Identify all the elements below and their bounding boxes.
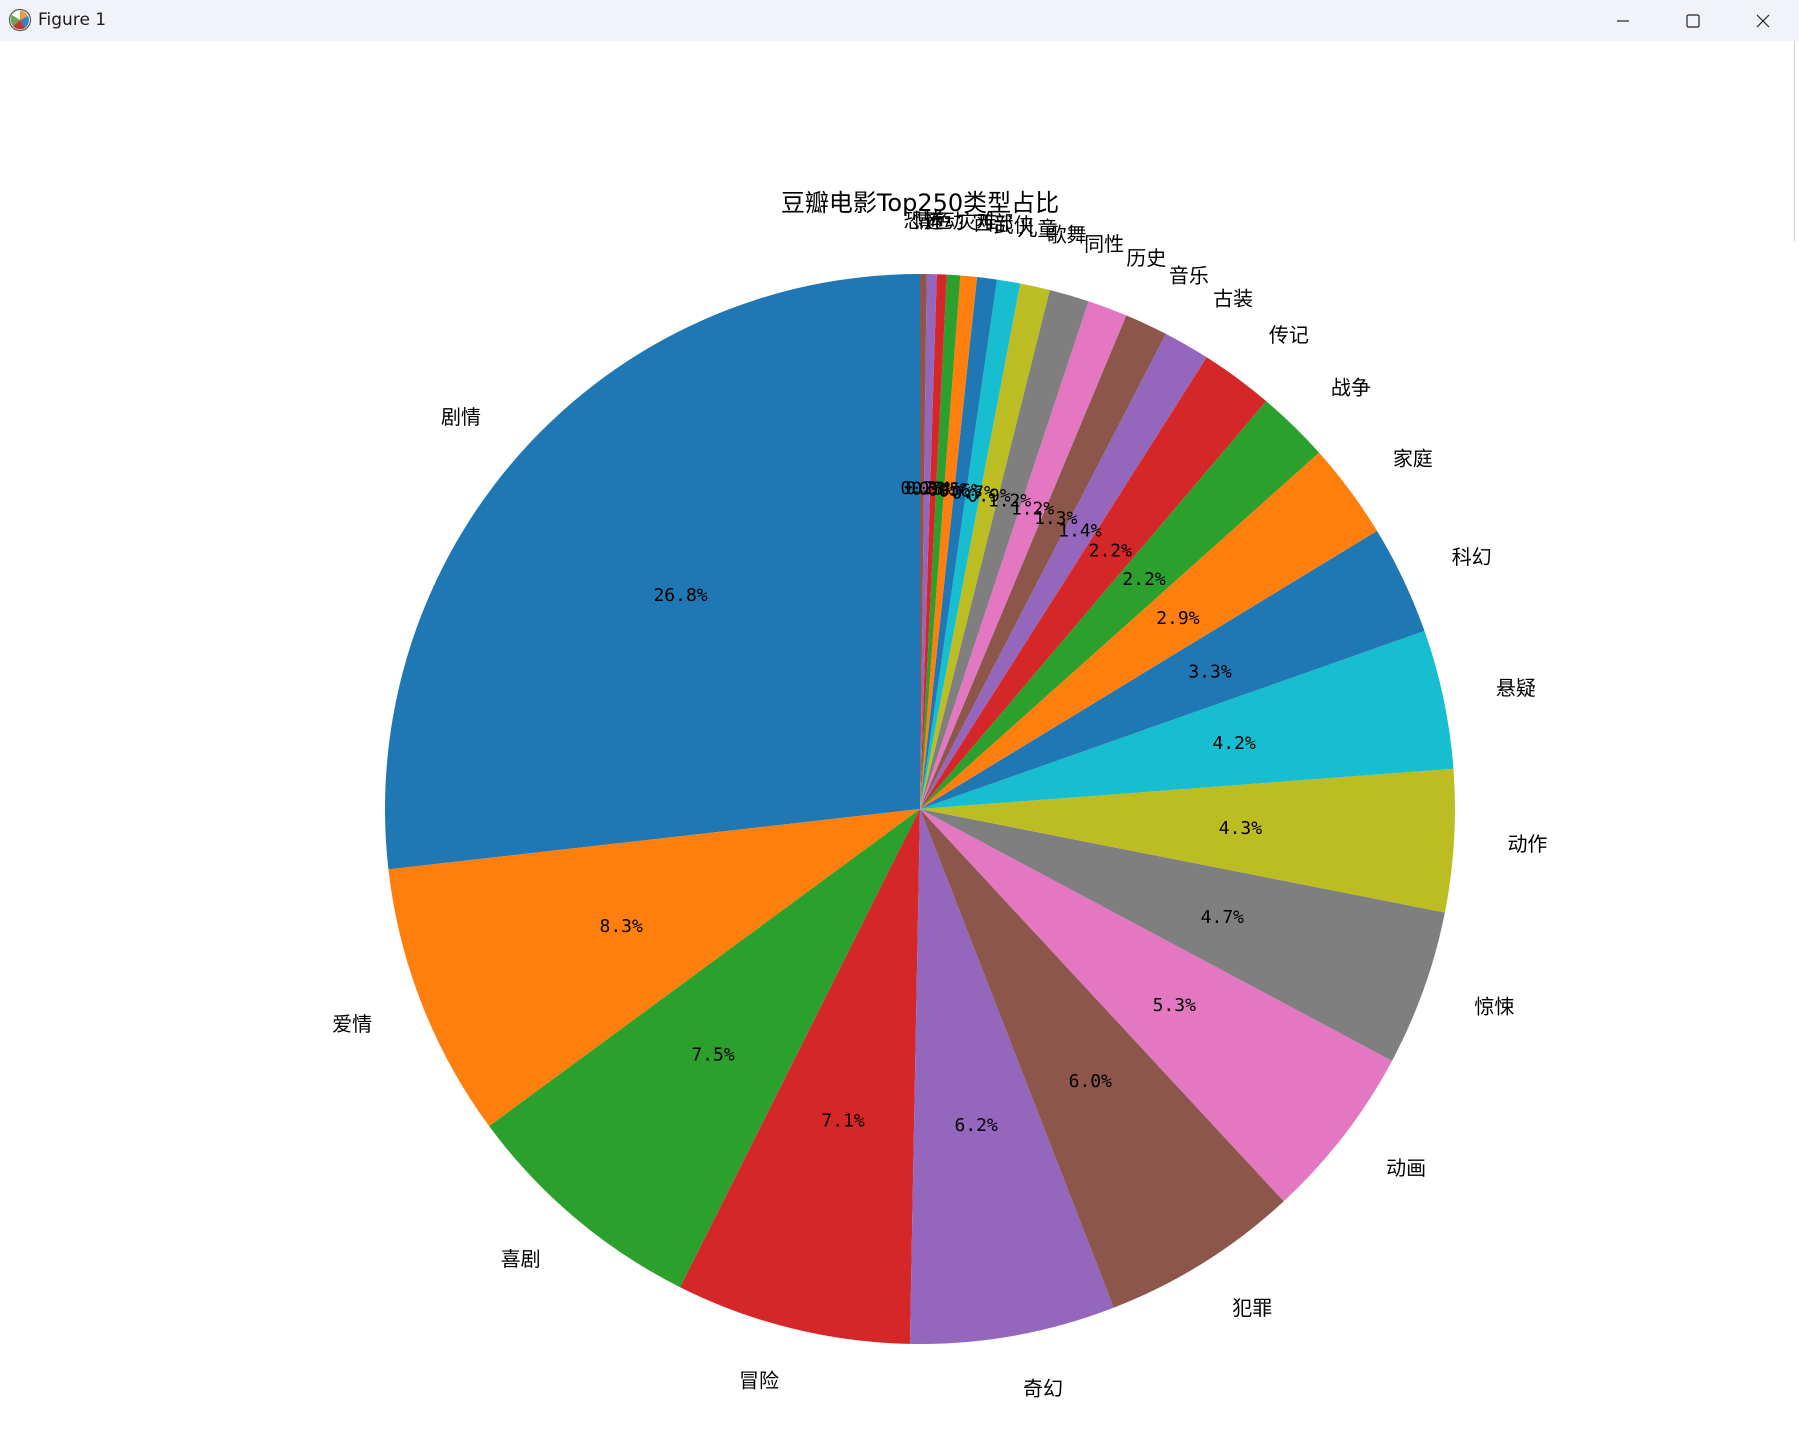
- pie-slice-8: [920, 809, 1445, 1061]
- pie-chart: 26.8% 8.3% 7.5% 7.1% 6.2% 6.0% 5.3% 4.7% 4.3% 4.2…: [332, 189, 1547, 1401]
- category-label-26: 恐怖: [904, 209, 944, 233]
- pct-label-11: 3.3%: [1188, 661, 1232, 682]
- category-label-5: 奇幻: [1023, 1376, 1063, 1400]
- pie-slice-16: [920, 315, 1166, 809]
- pct-label-21: 0.6%: [939, 481, 983, 502]
- matplotlib-icon: [8, 8, 32, 32]
- category-label-10: 悬疑: [1496, 676, 1536, 700]
- pct-label-20: 0.7%: [952, 482, 996, 503]
- pie-slice-12: [920, 452, 1378, 809]
- minimize-icon: [1617, 19, 1629, 22]
- pie-slice-21: [920, 277, 998, 809]
- category-label-14: 传记: [1269, 323, 1309, 347]
- pie-slice-6: [920, 809, 1284, 1308]
- category-label-9: 动作: [1507, 832, 1547, 856]
- pct-label-13: 2.2%: [1122, 569, 1166, 590]
- close-button[interactable]: [1728, 0, 1798, 41]
- pie-slice-26: [920, 274, 927, 809]
- pct-label-26: 0.2%: [900, 478, 944, 499]
- category-label-15: 古装: [1213, 287, 1253, 311]
- pct-label-15: 1.4%: [1058, 521, 1102, 542]
- minimize-button[interactable]: [1588, 0, 1658, 41]
- pct-label-8: 4.7%: [1201, 907, 1245, 928]
- pct-label-25: 0.3%: [905, 478, 949, 499]
- pct-label-4: 7.1%: [821, 1111, 865, 1132]
- pie-slice-9: [920, 768, 1455, 913]
- pie-slice-5: [909, 809, 1114, 1344]
- category-label-16: 音乐: [1169, 264, 1209, 288]
- category-label-24: 运动: [924, 209, 964, 233]
- pct-label-19: 0.9%: [967, 486, 1011, 507]
- pie-slice-4: [680, 809, 920, 1344]
- pie-slice-22: [920, 275, 978, 809]
- pie-slice-13: [920, 401, 1320, 809]
- pie-slices: [384, 274, 1455, 1344]
- pie-slice-20: [920, 279, 1021, 809]
- category-label-8: 惊悚: [1474, 995, 1514, 1019]
- pie-slice-18: [920, 289, 1089, 809]
- pie-slice-23: [920, 274, 961, 809]
- category-label-20: 儿童: [1018, 217, 1058, 241]
- category-label-25: 情色: [913, 209, 953, 233]
- category-label-1: 剧情: [441, 405, 481, 429]
- category-label-6: 犯罪: [1232, 1296, 1272, 1320]
- pie-slice-15: [920, 333, 1207, 809]
- pct-label-7: 5.3%: [1153, 995, 1197, 1016]
- pct-label-12: 2.9%: [1156, 608, 1200, 629]
- pct-label-24: 0.3%: [911, 478, 955, 499]
- window-edge: [1794, 41, 1795, 241]
- pie-slice-3: [489, 809, 920, 1288]
- category-label-3: 喜剧: [501, 1247, 541, 1271]
- pie-slice-17: [920, 301, 1127, 809]
- category-label-7: 动画: [1386, 1156, 1426, 1180]
- pie-slice-14: [920, 357, 1267, 809]
- category-label-2: 爱情: [332, 1012, 372, 1036]
- pct-label-23: 0.4%: [918, 479, 962, 500]
- pie-slice-25: [920, 274, 937, 809]
- category-label-19: 歌舞: [1047, 222, 1087, 246]
- pct-label-17: 1.2%: [1011, 498, 1055, 519]
- close-icon: [1756, 14, 1770, 27]
- category-label-11: 科幻: [1452, 545, 1492, 569]
- category-label-12: 家庭: [1393, 447, 1433, 471]
- category-label-18: 同性: [1084, 232, 1124, 256]
- pct-label-5: 6.2%: [955, 1115, 999, 1136]
- category-label-21: 武侠: [994, 213, 1034, 237]
- window-title: Figure 1: [38, 10, 107, 30]
- category-label-23: 灾难: [957, 210, 997, 234]
- window-titlebar: Figure 1: [0, 0, 1799, 41]
- pct-label-16: 1.3%: [1034, 508, 1078, 529]
- pct-label-1: 26.8%: [653, 585, 707, 606]
- category-label-22: 西部: [974, 211, 1014, 235]
- chart-title: 豆瓣电影Top250类型占比: [781, 189, 1059, 217]
- pie-slice-24: [920, 274, 947, 809]
- pie-slice-2: [388, 809, 920, 1127]
- pct-label-3: 7.5%: [691, 1044, 735, 1065]
- category-label-17: 历史: [1126, 246, 1166, 270]
- pie-slice-19: [920, 283, 1050, 809]
- pct-label-2: 8.3%: [599, 916, 643, 937]
- pie-slice-7: [920, 809, 1393, 1202]
- pct-label-10: 4.2%: [1212, 733, 1256, 754]
- category-label-4: 冒险: [739, 1368, 779, 1392]
- pct-label-18: 1.2%: [988, 491, 1032, 512]
- percentage-labels: 26.8% 8.3% 7.5% 7.1% 6.2% 6.0% 5.3% 4.7% 4.3% 4.2…: [599, 478, 1262, 1136]
- pct-label-9: 4.3%: [1219, 818, 1263, 839]
- pct-label-14: 2.2%: [1089, 540, 1133, 561]
- pct-label-6: 6.0%: [1069, 1071, 1113, 1092]
- pct-label-22: 0.5%: [928, 479, 972, 500]
- pie-slice-1: [384, 274, 920, 870]
- maximize-icon: [1686, 13, 1700, 28]
- pie-slice-11: [920, 530, 1425, 809]
- category-label-13: 战争: [1331, 376, 1371, 400]
- pie-slice-10: [920, 630, 1454, 809]
- figure-canvas: 26.8% 8.3% 7.5% 7.1% 6.2% 6.0% 5.3% 4.7% 4.3% 4.2…: [0, 41, 1799, 1440]
- maximize-button[interactable]: [1658, 0, 1728, 41]
